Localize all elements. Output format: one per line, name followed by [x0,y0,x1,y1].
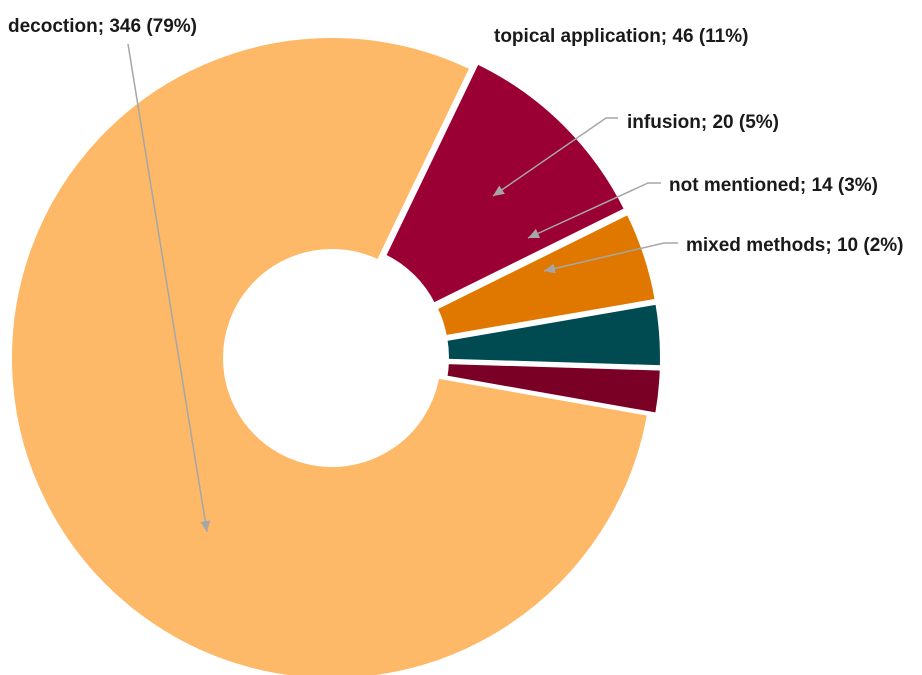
leader-decoction-arrowhead [200,520,211,532]
leader-not-mentioned-arrowhead [528,228,541,238]
data-label-decoction: decoction; 346 (79%) [8,16,197,37]
leader-mixed-methods-line [543,242,678,272]
slice-infusion [432,210,660,340]
leader-infusion-arrowhead [493,185,505,196]
leader-infusion-line [492,117,618,197]
data-label-infusion: infusion; 20 (5%) [627,112,779,133]
leader-lines [127,43,678,533]
slices-layer [8,34,664,675]
leader-not-mentioned-line [527,182,661,239]
leader-mixed-methods-arrowhead [544,263,556,274]
data-label-not-mentioned: not mentioned; 14 (3%) [669,175,878,196]
slice-topical-application [381,59,629,308]
slice-decoction [8,34,652,675]
data-label-topical-application: topical application; 46 (11%) [494,26,748,47]
data-label-mixed-methods: mixed methods; 10 (2%) [686,235,904,256]
slice-mixed-methods [443,360,664,418]
leader-decoction-line [127,43,208,533]
data-labels: decoction; 346 (79%) topical application… [8,16,904,256]
